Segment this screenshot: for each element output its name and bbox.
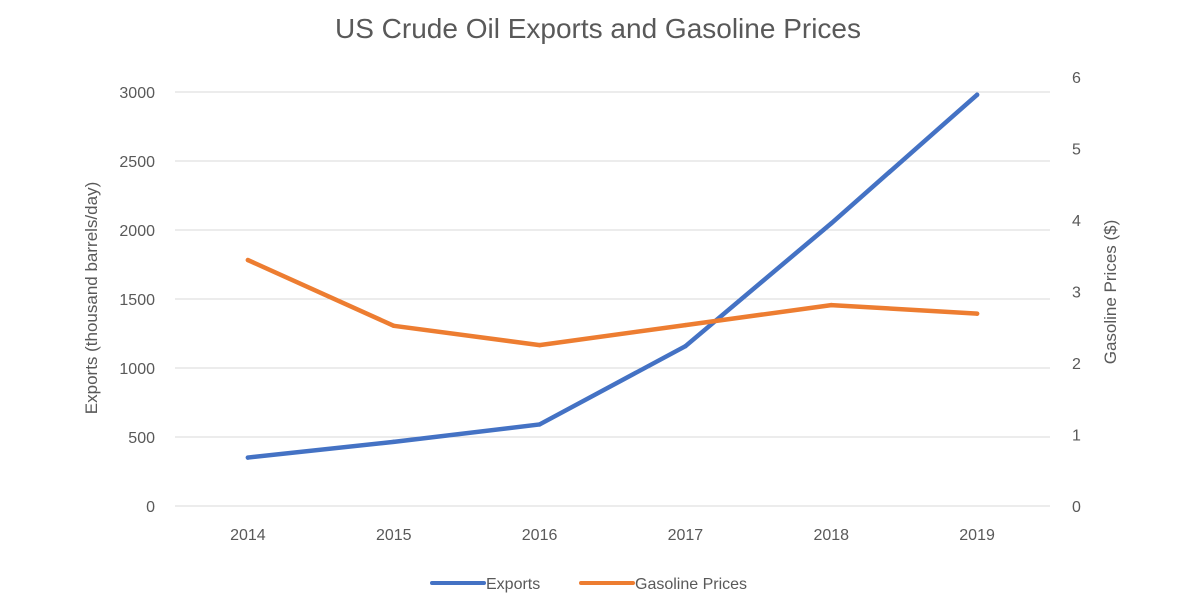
- chart-title: US Crude Oil Exports and Gasoline Prices: [335, 13, 861, 44]
- data-point-gasoline-prices: [683, 322, 688, 328]
- right-tick-label: 5: [1072, 142, 1081, 159]
- left-axis-title: Exports (thousand barrels/day): [82, 182, 101, 414]
- left-tick-label: 2500: [119, 154, 155, 171]
- left-axis-ticks: 0 500 1000 1500 2000 2500 3000: [119, 85, 155, 516]
- x-tick-label: 2019: [959, 527, 995, 544]
- gridlines: [175, 91, 1050, 507]
- data-point-exports: [974, 92, 980, 97]
- legend-label-gasoline-prices: Gasoline Prices: [635, 576, 747, 593]
- x-tick-label: 2015: [376, 527, 412, 544]
- series-line-gasoline-prices: [245, 257, 980, 348]
- right-axis-title: Gasoline Prices ($): [1101, 220, 1120, 365]
- data-point-exports: [245, 455, 251, 460]
- left-tick-label: 1000: [119, 361, 155, 378]
- right-axis-ticks: 0 1 2 3 4 5 6: [1072, 70, 1081, 516]
- x-tick-label: 2018: [813, 527, 849, 544]
- legend: Exports Gasoline Prices: [430, 576, 747, 593]
- data-point-gasoline-prices: [974, 311, 980, 316]
- legend-label-exports: Exports: [486, 576, 540, 593]
- left-tick-label: 3000: [119, 85, 155, 102]
- left-tick-label: 1500: [119, 292, 155, 309]
- right-tick-label: 6: [1072, 70, 1081, 87]
- data-point-exports: [391, 439, 396, 445]
- right-tick-label: 3: [1072, 285, 1081, 302]
- left-tick-label: 500: [128, 430, 155, 447]
- right-tick-label: 2: [1072, 356, 1081, 373]
- series-layer: [245, 92, 980, 460]
- right-tick-label: 1: [1072, 428, 1081, 445]
- x-tick-label: 2017: [668, 527, 704, 544]
- left-tick-label: 2000: [119, 223, 155, 240]
- data-point-exports: [829, 221, 834, 226]
- data-point-exports: [537, 422, 542, 427]
- series-line-exports: [245, 92, 980, 460]
- x-tick-label: 2016: [522, 527, 558, 544]
- data-point-gasoline-prices: [829, 302, 834, 308]
- left-tick-label: 0: [146, 499, 155, 516]
- right-tick-label: 4: [1072, 213, 1081, 230]
- data-point-gasoline-prices: [391, 323, 396, 329]
- x-axis-ticks: 2014 2015 2016 2017 2018 2019: [230, 527, 995, 544]
- data-point-gasoline-prices: [245, 257, 251, 263]
- data-point-exports: [683, 343, 688, 349]
- right-tick-label: 0: [1072, 499, 1081, 516]
- data-point-gasoline-prices: [537, 342, 542, 348]
- x-tick-label: 2014: [230, 527, 266, 544]
